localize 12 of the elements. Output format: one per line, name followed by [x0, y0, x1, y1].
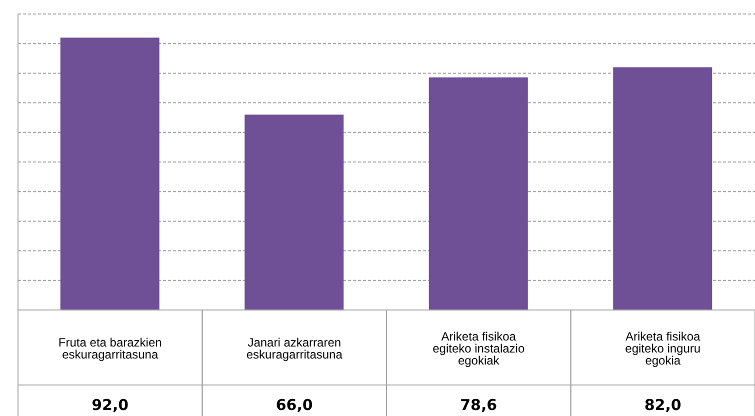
- bar: [428, 77, 528, 310]
- x-tick-label: Fruta eta barazkien eskuragarritasuna: [58, 335, 162, 362]
- x-tick-label: Janari azkarraren eskuragarritasuna: [246, 335, 343, 362]
- x-tick-label: Ariketa fisikoa egiteko inguru egokia: [625, 329, 701, 368]
- bar: [613, 67, 712, 310]
- data-label: 92,0: [92, 396, 129, 414]
- data-label: 82,0: [644, 396, 682, 414]
- x-tick-label: Ariketa fisikoa egiteko instalazio egokiak: [432, 329, 525, 368]
- data-label: 66,0: [276, 396, 313, 414]
- data-label: 78,6: [460, 396, 498, 414]
- bar: [244, 114, 344, 310]
- bar: [60, 38, 160, 310]
